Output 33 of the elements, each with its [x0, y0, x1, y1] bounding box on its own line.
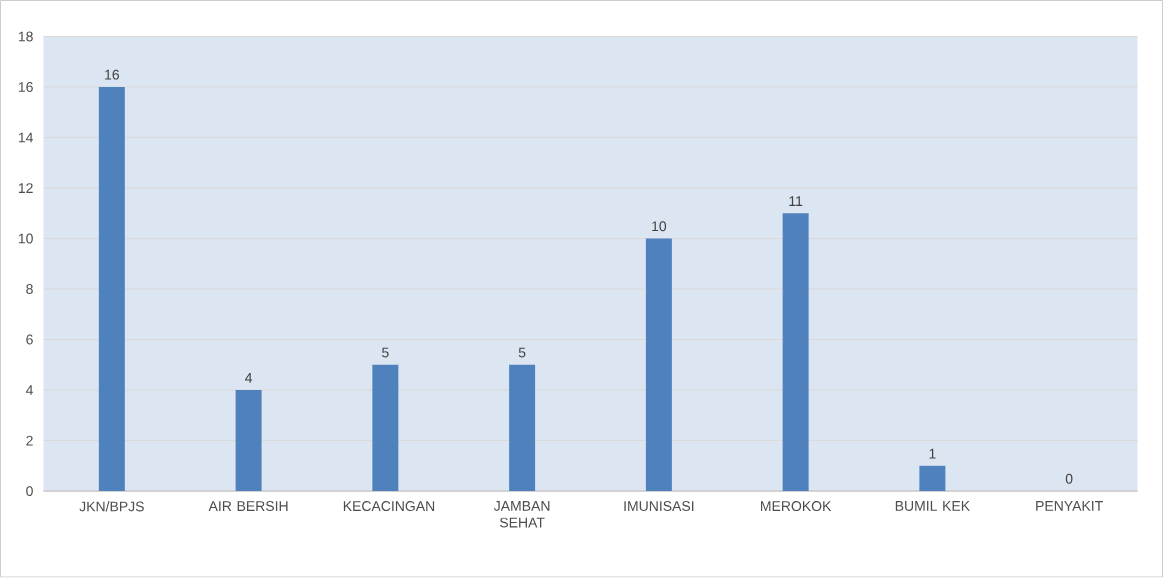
y-tick-label: 14: [18, 132, 33, 143]
y-tick-label: 10: [18, 233, 33, 244]
bar: [235, 390, 262, 492]
bar: [509, 365, 536, 492]
data-label: 4: [245, 373, 253, 383]
y-tick-label: 4: [25, 385, 33, 396]
x-tick-label: JAMBAN SEHAT: [493, 501, 550, 528]
x-tick-label: KECACINGAN: [343, 501, 435, 512]
x-tick-label: PENYAKIT: [1036, 501, 1103, 511]
bar: [919, 466, 946, 492]
x-tick-label: AIR BERSIH: [208, 501, 288, 512]
data-label: 5: [518, 347, 526, 358]
y-tick-label: 16: [18, 82, 33, 93]
data-label: 1: [929, 449, 936, 459]
y-tick-label: 8: [26, 284, 33, 295]
data-label: 5: [382, 347, 389, 358]
bar: [372, 365, 399, 492]
bar: [98, 87, 125, 492]
data-label: 11: [789, 196, 803, 207]
y-tick-label: 2: [26, 435, 33, 446]
data-label: 0: [1065, 474, 1073, 484]
x-tick-label: JKN/BPJS: [79, 501, 144, 512]
bar: [782, 213, 809, 492]
x-tick-label: BUMIL KEK: [895, 501, 970, 512]
y-tick-label: 6: [26, 334, 33, 345]
y-tick-label: 18: [18, 31, 33, 42]
data-label: 16: [105, 69, 120, 80]
x-tick-label: IMUNISASI: [624, 501, 694, 512]
bar: [645, 238, 672, 492]
x-tick-label: MEROKOK: [761, 501, 832, 512]
data-label: 10: [652, 221, 667, 232]
y-tick-label: 0: [26, 486, 33, 497]
y-tick-label: 12: [18, 183, 33, 194]
